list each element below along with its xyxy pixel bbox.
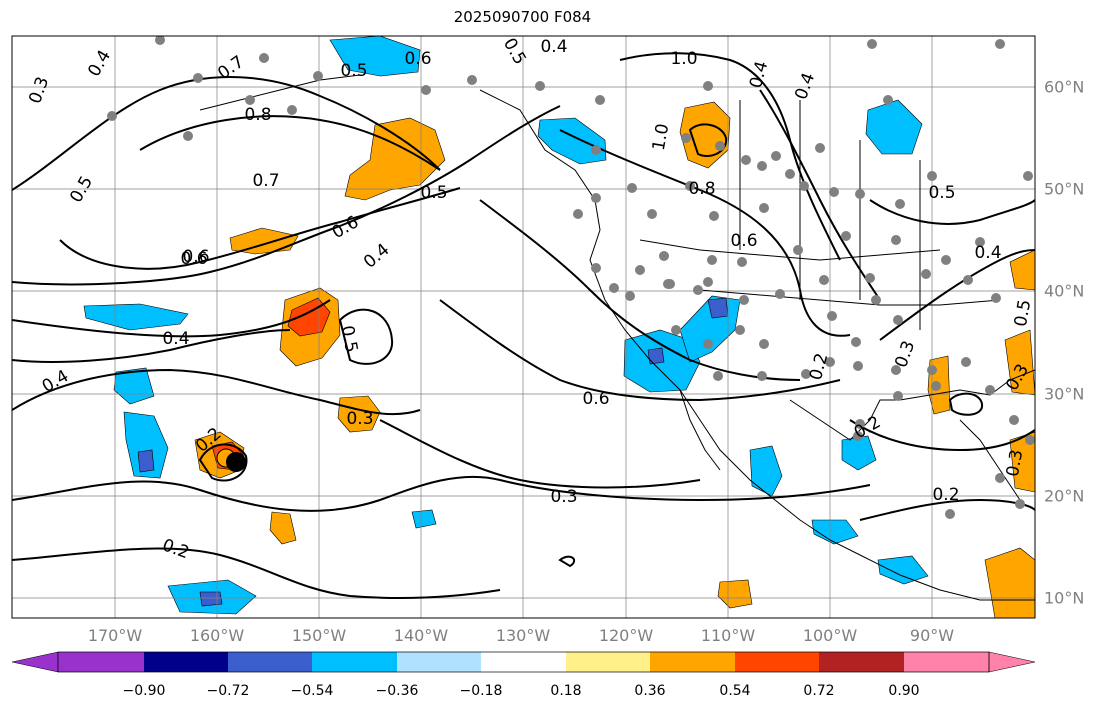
fill-darkblue-2 [199,591,223,607]
contour-label: 0.4 [162,329,189,349]
fill-orange-s1 [269,511,297,545]
fill-blue-cari [877,555,929,585]
contour-label: 0.5 [420,183,447,203]
colorbar-bin [228,652,312,672]
fill-blue-gulf2 [841,435,877,471]
lat-label: 30°N [1044,384,1085,404]
lon-label: 160°W [189,626,245,645]
contour-label: 0.6 [730,231,757,251]
contours [12,52,1035,599]
contour-label: 0.5 [340,61,367,81]
colorbar-extend-high [988,651,1036,673]
contour-label: 0.2 [932,485,959,505]
contour-label: 0.6 [182,247,209,267]
contour-label: 0.4 [540,37,567,57]
lon-label: 140°W [393,626,449,645]
colorbar-tick-label: −0.72 [206,683,250,699]
lon-label: 100°W [802,626,858,645]
contour-label: 1.0 [670,49,697,69]
fill-orange-n [229,227,299,255]
colorbar-tick-label: 0.72 [803,683,835,699]
colorbar-tick-label: 0.18 [550,683,582,699]
contour-label: 0.6 [180,249,207,269]
contour-label: 0.3 [550,487,577,507]
fill-blue-top [329,36,421,77]
lat-label: 10°N [1044,588,1085,608]
fill-blue-baja [749,445,783,497]
contour-label: 0.3 [1003,448,1027,478]
colorbar-bin [312,652,397,672]
contour-label: 0.3 [346,409,373,429]
fill-blue-hi [411,509,437,529]
contour-label: 0.4 [974,243,1001,263]
colorbar-bin [481,652,566,672]
colorbar-extend-low [11,651,59,673]
fill-orange-e1 [1009,249,1035,291]
colorbar-tick-label: −0.90 [122,683,166,699]
contour-label: 1.0 [649,122,673,152]
fill-blue-mexp [811,519,859,545]
lat-label: 60°N [1044,77,1085,97]
contour-label: 0.7 [252,171,279,191]
colorbar-bin [904,652,989,672]
fill-blue-w3 [123,411,169,479]
colorbar-bin [566,652,650,672]
colorbar-bin [397,652,481,672]
lat-label: 40°N [1044,281,1085,301]
fill-darkblue-1 [137,449,155,473]
colorbar-bin [144,652,228,672]
station-markers [107,36,1035,519]
fill-orange-s2 [717,579,753,609]
contour-label: 0.6 [582,389,609,409]
colorbar-bin [650,652,735,672]
graticule [12,36,1035,618]
contour-label: 0.5 [928,183,955,203]
colorbar-bin [819,652,904,672]
fill-blue-ak [537,117,607,165]
fill-darkblue-4 [647,347,665,365]
contour-label-group: 0.3 0.4 0.7 0.8 0.5 0.6 0.5 0.6 0.4 0.5 … [25,36,1035,563]
lat-label: 20°N [1044,486,1085,506]
contour-label: 0.8 [688,179,715,199]
colorbar-bin [735,652,819,672]
contour-label: 0.5 [337,324,361,354]
lon-label: 90°W [909,626,955,645]
lon-label: 130°W [495,626,551,645]
fill-orange-sw [337,395,381,433]
anomaly-fills [83,36,1035,618]
fill-blue-w1 [83,303,189,331]
contour-label: 0.6 [404,49,431,69]
fill-blue-w2 [113,367,155,405]
colorbar-tick-label: 0.54 [719,683,751,699]
colorbar-tick-label: 0.36 [634,683,666,699]
colorbar-tick-label: −0.36 [375,683,419,699]
coastlines [199,74,1035,601]
colorbar [11,651,1036,673]
lon-label: 110°W [700,626,756,645]
storm-marker [216,448,246,472]
colorbar-bin [58,652,144,672]
contour-label: 0.5 [1011,298,1035,328]
fill-blue-ne [865,99,923,155]
fill-orange-gulf [344,117,446,201]
lon-label: 150°W [291,626,347,645]
lat-label: 50°N [1044,179,1085,199]
lon-label: 170°W [87,626,143,645]
contour-label: 0.8 [244,105,271,125]
lon-label: 120°W [598,626,654,645]
colorbar-tick-label: 0.90 [888,683,920,699]
colorbar-tick-label: −0.54 [290,683,334,699]
colorbar-tick-label: −0.18 [459,683,503,699]
map-title: 2025090700 F084 [453,8,592,26]
